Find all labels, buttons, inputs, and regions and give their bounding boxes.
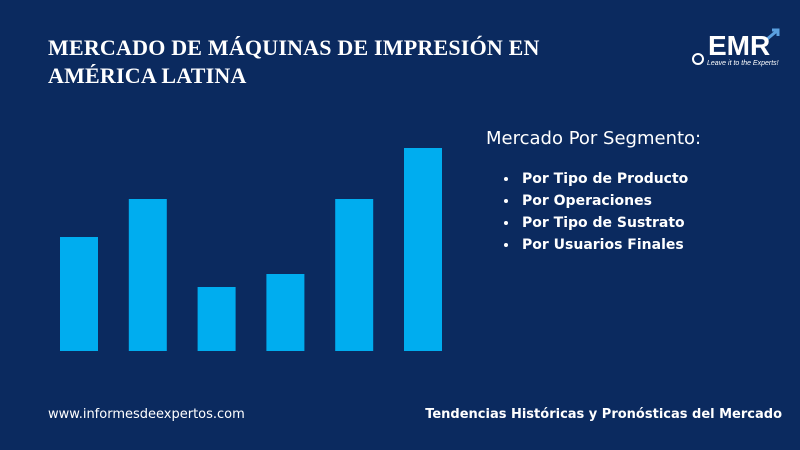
chart bbox=[60, 148, 442, 351]
bar bbox=[335, 199, 374, 351]
footer-url: www.informesdeexpertos.com bbox=[48, 407, 245, 422]
segment-item: Por Operaciones bbox=[502, 190, 688, 212]
logo-mark bbox=[692, 28, 780, 65]
segment-item: Por Tipo de Sustrato bbox=[502, 212, 688, 234]
bar bbox=[60, 237, 98, 351]
segment-heading: Mercado Por Segmento: bbox=[486, 128, 702, 149]
footer-tagline: Tendencias Históricas y Pronósticas del … bbox=[425, 407, 782, 422]
bar bbox=[128, 199, 167, 351]
bar bbox=[266, 274, 305, 351]
segment-list: Por Tipo de Producto Por Operaciones Por T… bbox=[502, 168, 688, 256]
segment-item: Por Usuarios Finales bbox=[502, 234, 688, 256]
bar bbox=[197, 287, 236, 351]
segment-item: Por Tipo de Producto bbox=[502, 168, 688, 190]
logo: EMR bbox=[708, 30, 771, 61]
bar bbox=[404, 148, 442, 351]
logo-tagline: Leave it to the Experts! bbox=[707, 60, 779, 67]
title: MERCADO DE MÁQUINAS DE IMPRESIÓN EN AMÉR… bbox=[48, 35, 540, 88]
